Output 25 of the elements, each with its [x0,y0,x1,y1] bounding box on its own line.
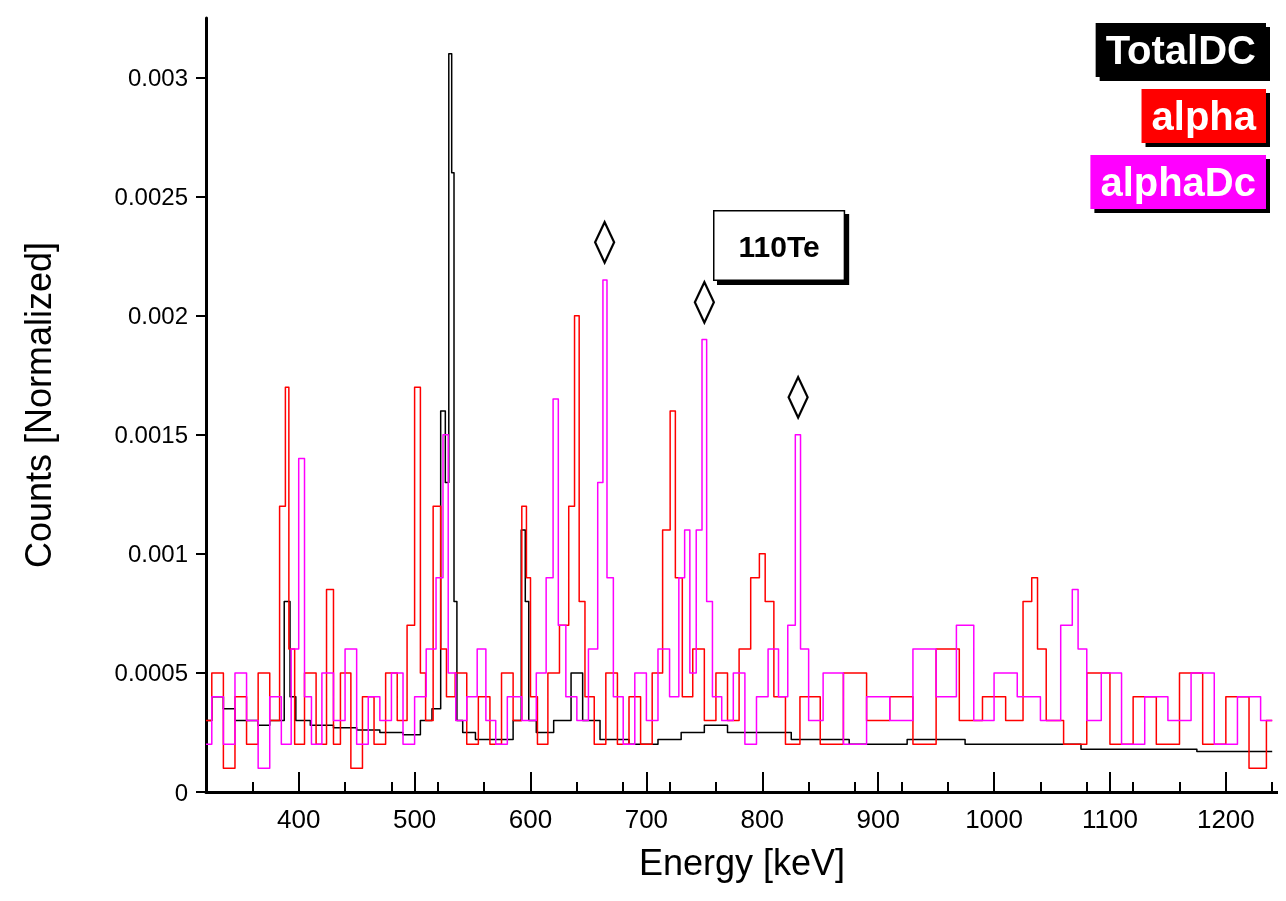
y-tick-label: 0.0005 [114,659,188,687]
text: TotalDC [1105,28,1256,72]
x-tick-label: 1200 [1196,804,1255,834]
y-tick-label: 0.001 [127,540,188,568]
annotation: ◊ [593,214,616,267]
annotation: ◊ [787,369,810,422]
x-tick-label: 800 [740,804,784,834]
y-tick-label: 0.002 [127,302,188,330]
y-tick-label: 0.0015 [114,421,188,449]
x-tick-label: 700 [624,804,669,834]
x-tick-label: 600 [508,804,553,834]
text: alpha [1151,94,1257,138]
y-tick-label: 0 [174,778,188,806]
x-tick-label: 400 [277,804,321,834]
text: alphaDc [1100,160,1256,204]
y-axis-title: Counts [Normalized] [17,241,59,569]
x-tick-label: 900 [856,804,900,834]
x-axis-title: Energy [keV] [638,841,846,883]
annotation: 110Te [738,230,820,263]
x-tick-label: 500 [392,804,437,834]
y-tick-label: 0.003 [127,64,188,92]
x-tick-label: 1100 [1082,804,1138,834]
y-tick-label: 0.0025 [114,183,188,211]
x-tick-label: 1000 [965,804,1023,834]
annotation: ◊ [693,274,716,327]
